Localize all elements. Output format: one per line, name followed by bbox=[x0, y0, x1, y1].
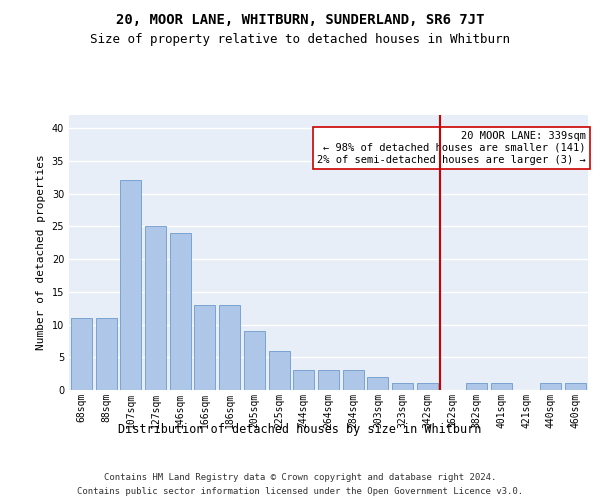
Bar bbox=[565, 384, 586, 390]
Bar bbox=[541, 384, 562, 390]
Bar bbox=[145, 226, 166, 390]
Text: Distribution of detached houses by size in Whitburn: Distribution of detached houses by size … bbox=[118, 422, 482, 436]
Bar bbox=[318, 370, 339, 390]
Bar bbox=[367, 377, 388, 390]
Bar bbox=[194, 305, 215, 390]
Bar bbox=[244, 331, 265, 390]
Bar bbox=[491, 384, 512, 390]
Bar bbox=[466, 384, 487, 390]
Text: Contains HM Land Registry data © Crown copyright and database right 2024.: Contains HM Land Registry data © Crown c… bbox=[104, 472, 496, 482]
Text: 20 MOOR LANE: 339sqm
← 98% of detached houses are smaller (141)
2% of semi-detac: 20 MOOR LANE: 339sqm ← 98% of detached h… bbox=[317, 132, 586, 164]
Bar bbox=[293, 370, 314, 390]
Bar bbox=[269, 350, 290, 390]
Text: Contains public sector information licensed under the Open Government Licence v3: Contains public sector information licen… bbox=[77, 488, 523, 496]
Bar bbox=[343, 370, 364, 390]
Bar bbox=[95, 318, 116, 390]
Bar bbox=[392, 384, 413, 390]
Text: Size of property relative to detached houses in Whitburn: Size of property relative to detached ho… bbox=[90, 32, 510, 46]
Y-axis label: Number of detached properties: Number of detached properties bbox=[36, 154, 46, 350]
Bar bbox=[120, 180, 141, 390]
Text: 20, MOOR LANE, WHITBURN, SUNDERLAND, SR6 7JT: 20, MOOR LANE, WHITBURN, SUNDERLAND, SR6… bbox=[116, 12, 484, 26]
Bar bbox=[170, 233, 191, 390]
Bar bbox=[219, 305, 240, 390]
Bar bbox=[417, 384, 438, 390]
Bar bbox=[71, 318, 92, 390]
